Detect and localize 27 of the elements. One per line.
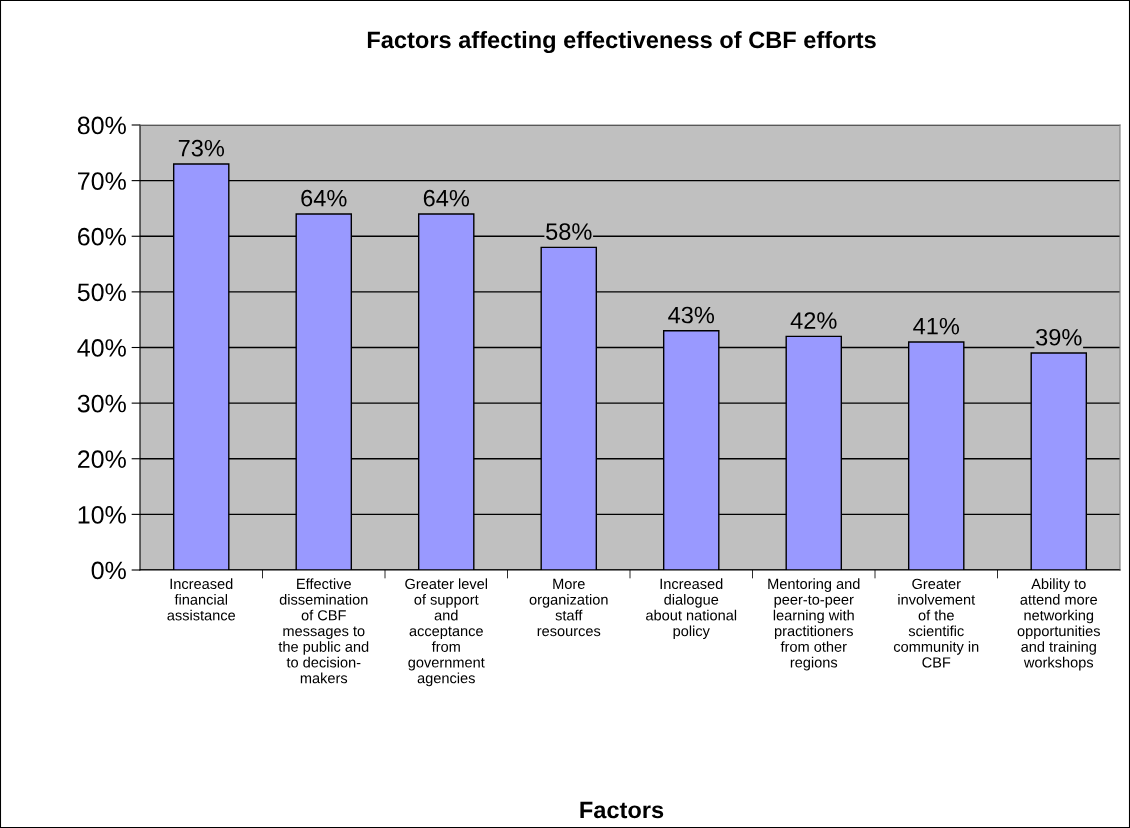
y-tick-label: 60% <box>78 227 126 246</box>
x-tick-label: Greater level of support and acceptance from government agencies <box>405 578 488 687</box>
x-tick-label: More organization staff resources <box>529 578 608 637</box>
y-tick-label: 70% <box>78 172 126 190</box>
data-label: 39% <box>1036 328 1082 346</box>
x-tick-label: Ability to attend more networking opportunities and training workshops <box>1017 578 1100 671</box>
data-label: 42% <box>790 312 837 329</box>
x-tick-label: Increased financial assistance <box>167 578 236 621</box>
data-label: 73% <box>178 139 225 157</box>
y-tick-label: 50% <box>77 283 126 302</box>
x-tick-label: Greater involvement of the scientific community in CBF <box>893 578 979 668</box>
chart-title: Factors affecting effectiveness of CBF efforts <box>367 30 876 54</box>
y-tick-label: 80% <box>77 116 126 135</box>
data-label: 58% <box>546 223 592 240</box>
y-tick-label: 20% <box>78 450 126 469</box>
y-tick-label: 0% <box>91 561 126 580</box>
data-label: 43% <box>668 306 715 324</box>
x-axis-title: Factors <box>580 801 664 819</box>
y-tick-label: 10% <box>78 505 126 524</box>
data-label: 64% <box>301 189 347 207</box>
data-label: 64% <box>423 189 470 207</box>
y-tick-label: 30% <box>77 394 126 413</box>
x-tick-label: Increased dialogue about national policy <box>646 578 737 640</box>
y-tick-label: 40% <box>77 339 126 357</box>
data-label: 41% <box>913 317 960 335</box>
x-tick-label: Mentoring and peer-to-peer learning with practitioners from other regions <box>768 578 860 671</box>
x-tick-label: Effective dissemination of CBF messages to the public and to decision- makers <box>278 578 369 684</box>
